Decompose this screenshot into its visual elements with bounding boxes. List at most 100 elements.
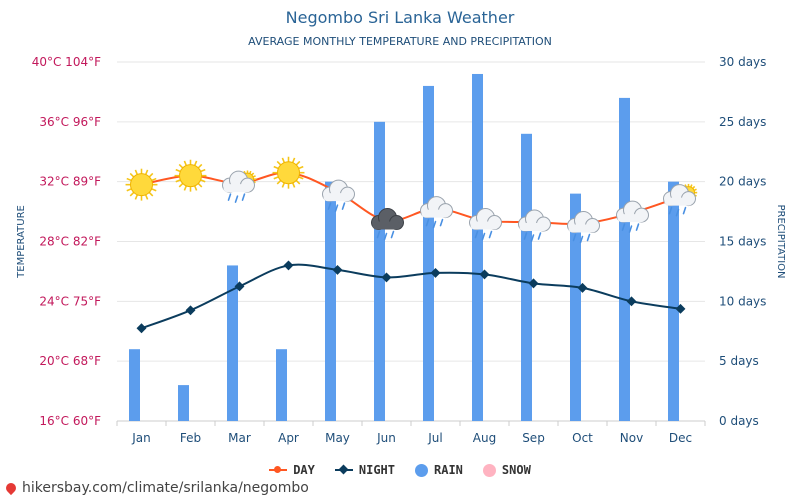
cloud-rain-icon (616, 200, 649, 233)
rain-drop (481, 232, 486, 241)
legend-item-snow[interactable]: SNOW (482, 463, 531, 477)
rain-drop (390, 230, 395, 239)
rain-drop (530, 234, 535, 242)
rain-drop (579, 235, 584, 244)
month-label: Feb (180, 431, 201, 445)
right-tick-label: 25 days (719, 115, 766, 129)
sun-disc (130, 173, 153, 197)
left-tick-label: 40°C 104°F (32, 55, 101, 69)
rain-drop (474, 230, 479, 239)
sun-disc (179, 164, 202, 188)
night-point (528, 278, 539, 289)
chart-subtitle: AVERAGE MONTHLY TEMPERATURE AND PRECIPIT… (248, 35, 552, 48)
chart-title: Negombo Sri Lanka Weather (285, 8, 515, 27)
rain-drop (227, 193, 232, 201)
night-temperature-line (141, 263, 681, 330)
rain-drop (628, 225, 633, 233)
cloud-rain-icon (518, 209, 551, 242)
rain-drop (383, 232, 388, 241)
rain-dot-icon (415, 463, 428, 477)
cloud-rain-icon (420, 196, 453, 229)
partly-cloudy-rain-icon (222, 170, 257, 203)
legend-label-night: NIGHT (358, 463, 395, 477)
left-tick-label: 36°C 96°F (39, 115, 101, 129)
month-label: Jun (376, 431, 396, 445)
legend-label-rain: RAIN (434, 463, 463, 477)
rain-drop (586, 233, 591, 242)
right-tick-label: 5 days (719, 354, 759, 368)
rain-drop (668, 206, 673, 215)
night-point (479, 269, 490, 280)
sun-icon (272, 156, 305, 189)
rain-bar (423, 85, 434, 421)
rain-drop (425, 218, 430, 227)
left-tick-label: 28°C 82°F (39, 235, 101, 249)
day-temperature-line (141, 171, 681, 226)
month-label: Aug (473, 431, 496, 445)
cloud-part (568, 224, 597, 233)
left-tick-label: 24°C 75°F (39, 294, 101, 308)
right-tick-label: 30 days (719, 55, 766, 69)
cloud-part (421, 209, 450, 218)
storm-rain-icon (371, 208, 404, 241)
rain-bar (472, 73, 483, 421)
rain-bar (668, 181, 679, 421)
month-label: Jan (131, 431, 151, 445)
cloud-part (372, 221, 401, 230)
legend-label-snow: SNOW (501, 463, 531, 477)
cloud-part (617, 214, 646, 223)
legend-label-day: DAY (293, 463, 315, 477)
night-point (283, 260, 294, 271)
sun-icon (174, 159, 207, 192)
partly-cloudy-rain-icon (663, 183, 698, 217)
cloud-part (519, 223, 548, 232)
rain-drop (334, 204, 339, 212)
month-label: Jul (427, 431, 442, 445)
rain-drop (341, 202, 346, 210)
rain-drop (523, 232, 528, 240)
rain-drop (376, 230, 381, 239)
rain-drop (675, 208, 680, 217)
night-point (332, 264, 343, 275)
sun-disc (277, 161, 300, 185)
night-point (185, 305, 196, 316)
rain-bar (227, 265, 238, 421)
rain-drop (432, 220, 437, 229)
right-axis-title: PRECIPITATION (775, 204, 786, 278)
month-label: Dec (669, 431, 692, 445)
night-line-icon (334, 464, 353, 475)
cloud-part (470, 221, 499, 230)
left-tick-label: 20°C 68°F (39, 354, 101, 368)
month-label: May (325, 431, 350, 445)
left-tick-label: 16°C 60°F (39, 414, 101, 428)
night-point (381, 272, 392, 283)
night-point (136, 323, 147, 334)
source-link[interactable]: hikersbay.com/climate/srilanka/negombo (3, 480, 309, 496)
night-point (577, 282, 588, 293)
legend-item-rain[interactable]: RAIN (415, 463, 463, 477)
right-tick-label: 10 days (719, 294, 766, 308)
right-tick-label: 20 days (719, 175, 766, 189)
rain-drop (682, 206, 687, 215)
rain-bar (570, 193, 581, 421)
rain-drop (635, 223, 640, 231)
legend-item-day[interactable]: DAY (269, 463, 315, 477)
cloud-part (664, 197, 693, 206)
snow-dot-icon (482, 463, 496, 477)
month-label: Mar (228, 431, 251, 445)
rain-drop (234, 195, 239, 203)
rain-drop (241, 193, 246, 201)
location-pin-icon (3, 480, 19, 496)
rain-bar (619, 97, 630, 422)
rain-drop (488, 230, 493, 239)
rain-drop (537, 232, 542, 240)
rain-bar (178, 385, 189, 421)
right-tick-label: 15 days (719, 235, 766, 249)
rain-bar (374, 121, 385, 421)
night-point (234, 281, 245, 292)
rain-drop (327, 202, 332, 210)
legend-item-night[interactable]: NIGHT (334, 463, 395, 477)
rain-drop (439, 218, 444, 227)
cloud-rain-icon (469, 208, 502, 241)
